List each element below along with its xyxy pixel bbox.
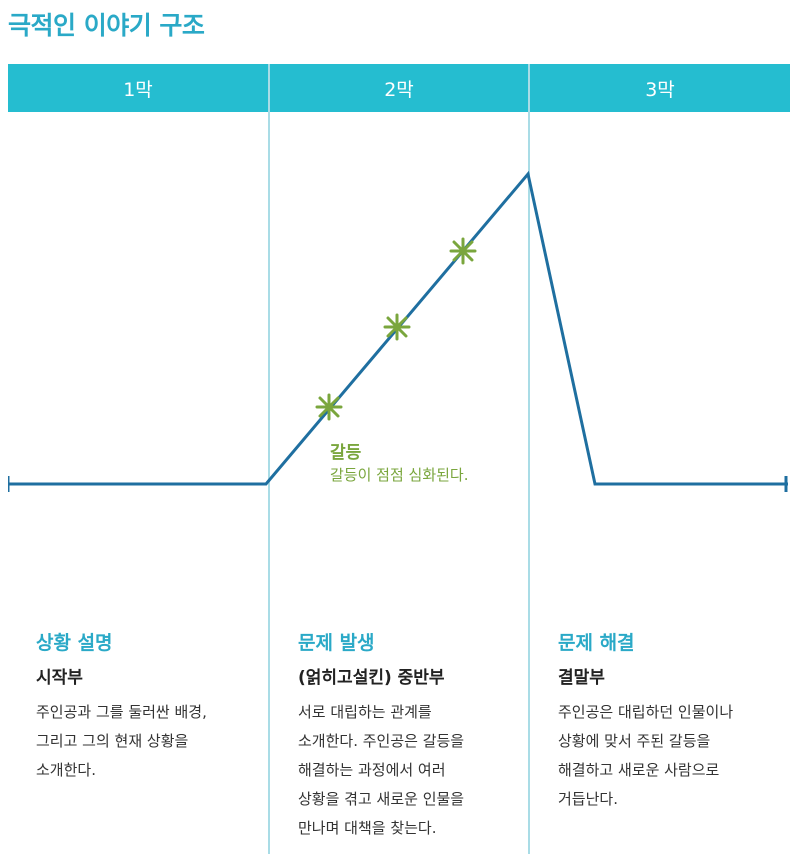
act-1-description: 상황 설명 시작부 주인공과 그를 둘러싼 배경, 그리고 그의 현재 상황을 … — [36, 628, 266, 785]
act-1-body: 주인공과 그를 둘러싼 배경, 그리고 그의 현재 상황을 소개한다. — [36, 703, 207, 779]
act-2-header: 2막 — [270, 64, 528, 112]
act-3-body: 주인공은 대립하던 인물이나 상황에 맞서 주된 갈등을 해결하고 새로운 사람… — [558, 703, 734, 808]
tension-line — [8, 170, 788, 486]
conflict-marker-2 — [383, 313, 411, 341]
act-2-title: 문제 발생 — [298, 632, 375, 654]
act-3-description: 문제 해결 결말부 주인공은 대립하던 인물이나 상황에 맞서 주된 갈등을 해… — [558, 628, 788, 814]
conflict-marker-3 — [449, 237, 477, 265]
conflict-description: 갈등이 점점 심화된다. — [330, 466, 469, 484]
act-1-title: 상황 설명 — [36, 632, 113, 654]
act-1-header: 1막 — [8, 64, 268, 112]
conflict-marker-1 — [315, 393, 343, 421]
act-3-title: 문제 해결 — [558, 632, 635, 654]
act-2-description: 문제 발생 (얽히고설킨) 중반부 서로 대립하는 관계를 소개한다. 주인공은… — [298, 628, 528, 843]
page-title: 극적인 이야기 구조 — [8, 11, 205, 40]
act-2-body: 서로 대립하는 관계를 소개한다. 주인공은 갈등을 해결하는 과정에서 여러 … — [298, 703, 465, 837]
act-2-subtitle: (얽히고설킨) 중반부 — [298, 668, 445, 688]
act-3-subtitle: 결말부 — [558, 668, 605, 688]
act-1-subtitle: 시작부 — [36, 668, 83, 688]
act-3-header: 3막 — [530, 64, 790, 112]
conflict-label: 갈등 — [330, 443, 362, 463]
tension-plot — [8, 170, 788, 492]
act-divider-1 — [268, 64, 270, 854]
story-structure-diagram: 1막 2막 3막 — [8, 64, 790, 854]
act-divider-2 — [528, 64, 530, 854]
